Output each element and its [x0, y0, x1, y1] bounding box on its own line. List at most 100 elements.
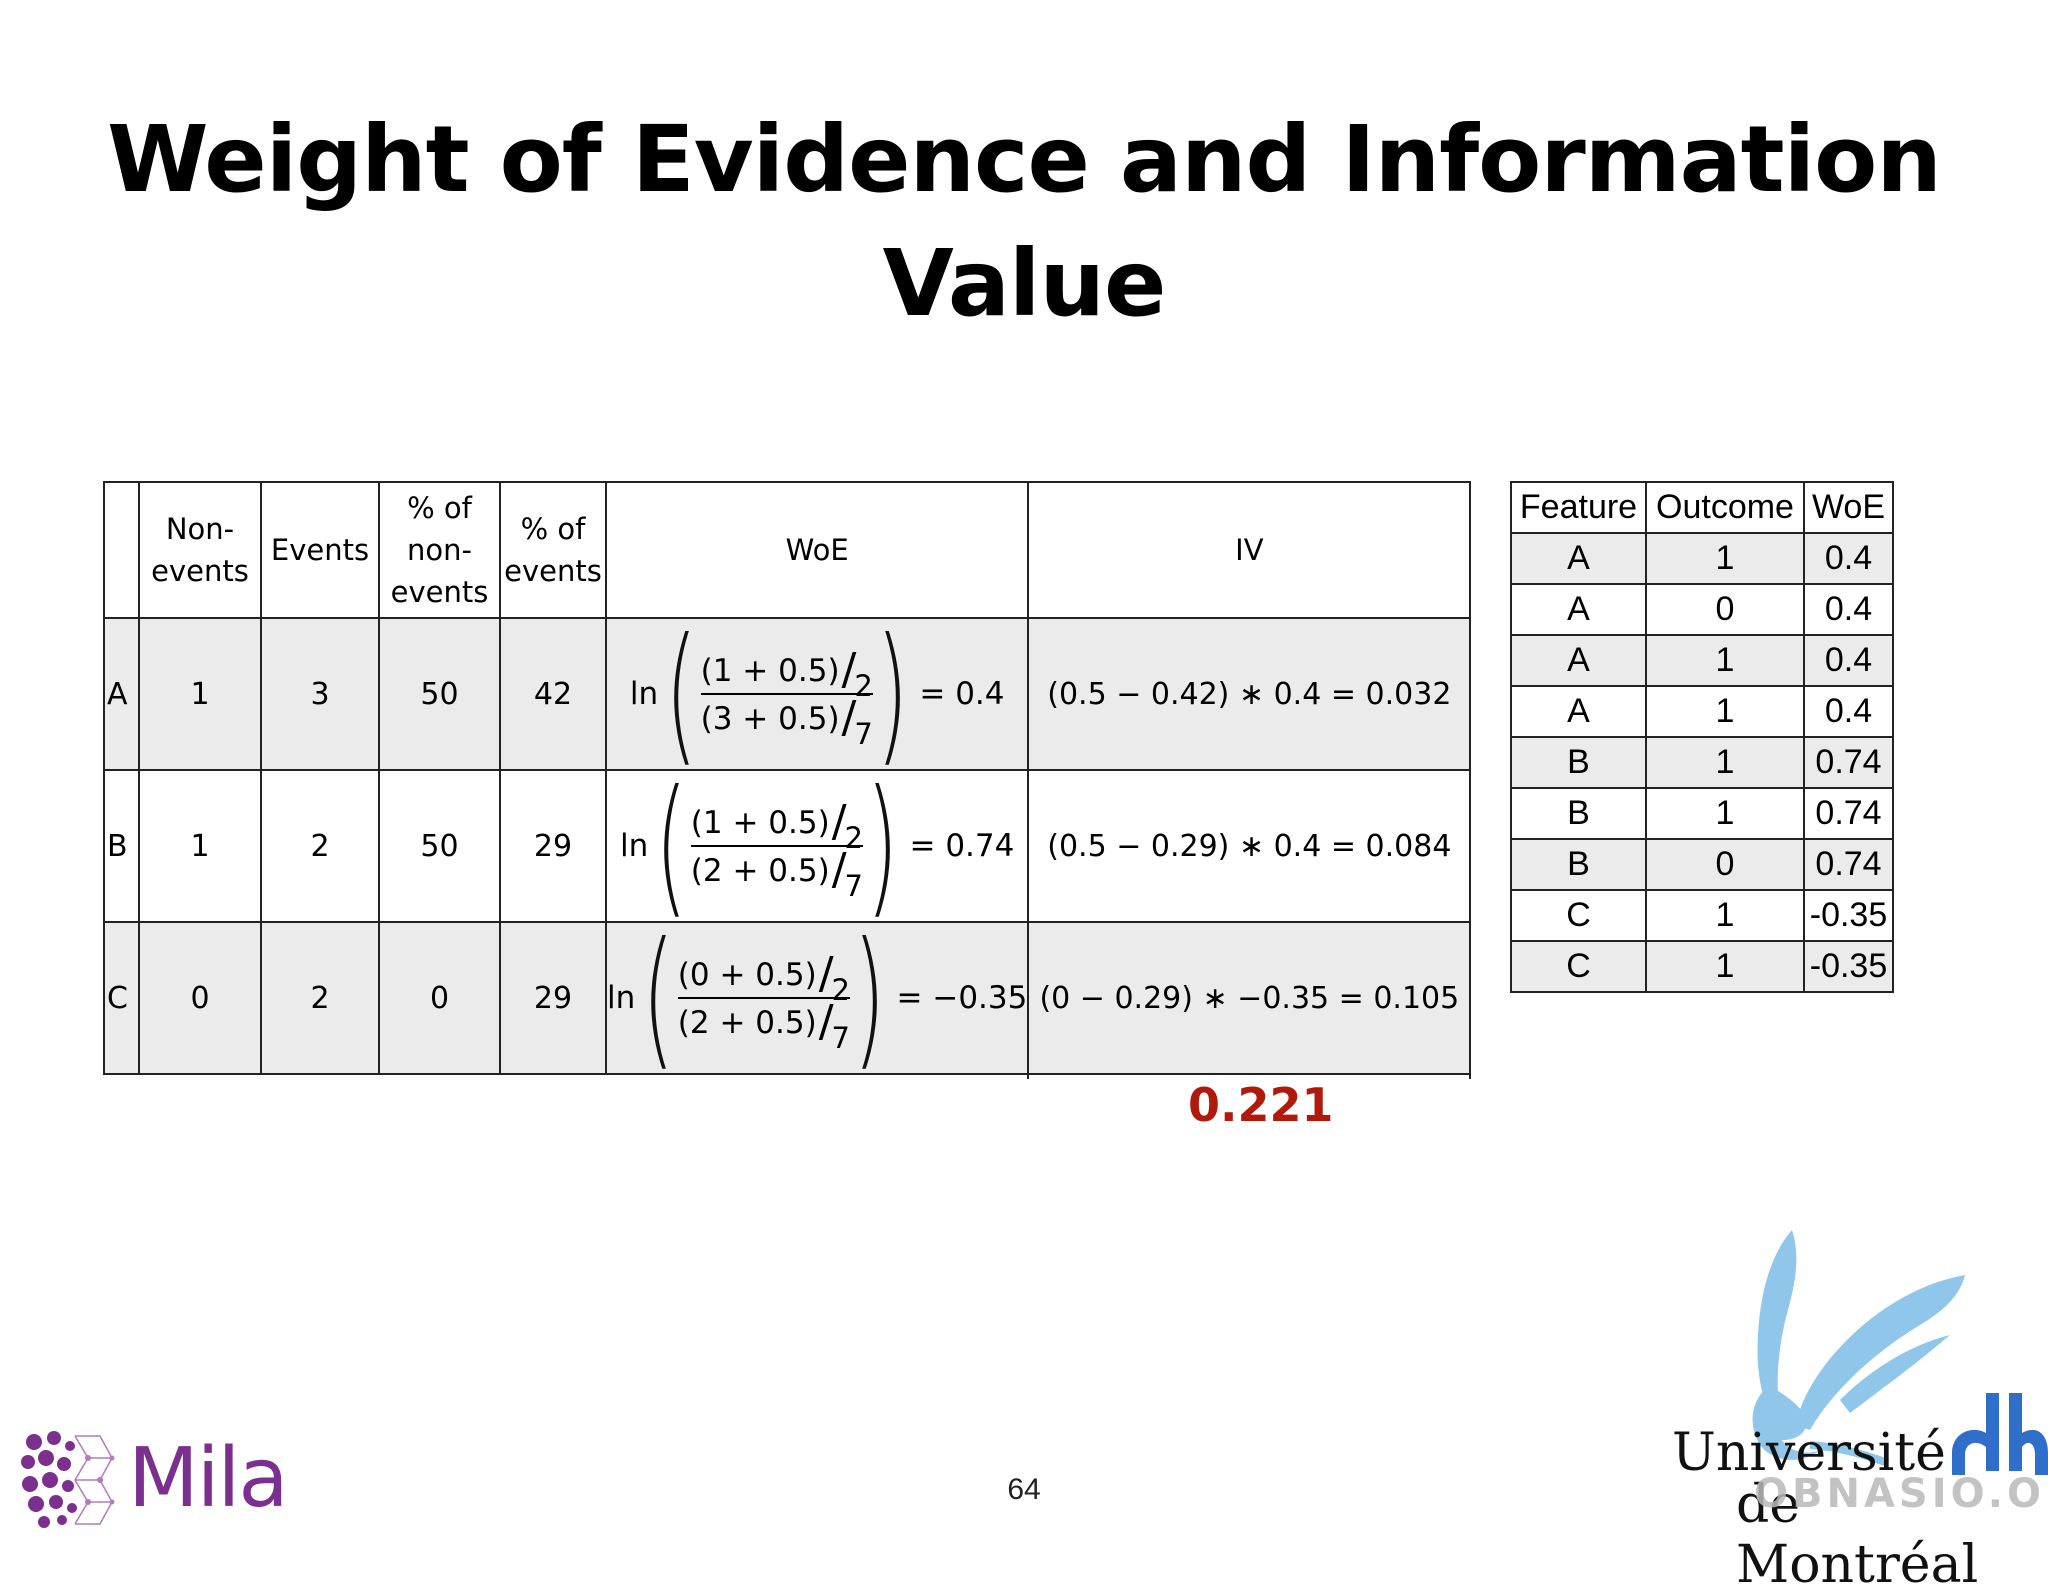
feature-table-cell: 0: [1645, 583, 1805, 636]
feature-table-cell: B: [1510, 787, 1647, 840]
feature-table-header-cell: WoE: [1803, 481, 1894, 534]
feature-table-cell: -0.35: [1803, 889, 1894, 942]
events-cell: 2: [260, 921, 380, 1075]
woe-table-tail: [104, 1074, 1472, 1079]
total-iv-value: 0.221: [1188, 1078, 1334, 1132]
mila-wordmark: Mila: [128, 1430, 289, 1526]
fraction-numerator: (0 + 0.5)/2: [677, 948, 850, 1008]
fraction-denominator: (2 + 0.5)/7: [690, 844, 863, 904]
feature-table-cell: 1: [1645, 685, 1805, 738]
feature-table-row: A 1 0.4: [1510, 532, 1894, 585]
woe-formula-cell: ln((0 + 0.5)/2 (2 + 0.5)/7) = −0.35: [604, 921, 1030, 1075]
woe-formula: ln((1 + 0.5)/2 (2 + 0.5)/7) = 0.74: [620, 771, 1014, 921]
slash-symbol: /: [818, 996, 834, 1047]
woe-table-header-cell: [103, 481, 140, 619]
feature-table-header-row: Feature Outcome WoE: [1510, 481, 1894, 534]
feature-table-cell: C: [1510, 940, 1647, 993]
row-label: B: [103, 769, 140, 923]
woe-result: = 0.4: [919, 676, 1005, 712]
ln-symbol: ln: [607, 980, 636, 1016]
slide-title: Weight of Evidence and Information Value: [0, 98, 2048, 346]
feature-table-row: A 1 0.4: [1510, 685, 1894, 738]
numerator-expr: (1 + 0.5): [690, 805, 830, 841]
feature-table-cell: 1: [1645, 787, 1805, 840]
fraction-bar: [690, 845, 863, 847]
denominator-divisor: 7: [854, 717, 873, 751]
left-paren-symbol: (: [665, 607, 698, 781]
right-paren-symbol: ): [875, 607, 909, 781]
feature-table-cell: 0.4: [1803, 685, 1894, 738]
denominator-expr: (2 + 0.5): [690, 853, 830, 889]
mila-logo: Mila: [20, 1428, 289, 1528]
events-cell: 2: [260, 769, 380, 923]
feature-table-cell: A: [1510, 532, 1647, 585]
feature-table-cell: 0.74: [1803, 838, 1894, 891]
pct-events-cell: 29: [499, 769, 607, 923]
feature-table-row: C 1 -0.35: [1510, 889, 1894, 942]
feature-table-cell: B: [1510, 736, 1647, 789]
woe-iv-table: Non- events Events% of non- events% of ev…: [103, 481, 1472, 1079]
left-paren-symbol: (: [655, 759, 688, 933]
fraction-numerator: (1 + 0.5)/2: [700, 644, 873, 704]
feature-table-row: B 1 0.74: [1510, 736, 1894, 789]
woe-formula-cell: ln((1 + 0.5)/2 (3 + 0.5)/7) = 0.4: [604, 607, 1030, 781]
pct-non-events-cell: 50: [378, 617, 501, 771]
numerator-expr: (0 + 0.5): [677, 957, 817, 993]
slash-symbol: /: [831, 844, 847, 895]
feature-table-cell: A: [1510, 685, 1647, 738]
woe-table-header-row: Non- events Events% of non- events% of ev…: [103, 481, 1472, 619]
woe-table-row: B 1 2 50 29 ln((1 + 0.5)/2 (2 + 0.5)/7) = 0.74(…: [103, 769, 1472, 923]
numerator-divisor: 2: [844, 821, 863, 855]
feature-table-cell: 1: [1645, 889, 1805, 942]
woe-formula: ln((0 + 0.5)/2 (2 + 0.5)/7) = −0.35: [607, 923, 1027, 1073]
feature-table-row: A 0 0.4: [1510, 583, 1894, 636]
slash-symbol: /: [818, 948, 834, 999]
denominator-expr: (3 + 0.5): [700, 701, 840, 737]
woe-table-header-cell: IV: [1027, 481, 1472, 619]
numerator-expr: (1 + 0.5): [700, 653, 840, 689]
feature-table-cell: 0.4: [1803, 634, 1894, 687]
woe-table-row: A 1 3 50 42 ln((1 + 0.5)/2 (3 + 0.5)/7) = 0.4 (0…: [103, 607, 1472, 781]
right-paren-symbol: ): [853, 911, 886, 1085]
woe-formula-cell: ln((1 + 0.5)/2 (2 + 0.5)/7) = 0.74: [604, 769, 1030, 923]
non-events-cell: 1: [138, 617, 262, 771]
feature-table-cell: 0.4: [1803, 532, 1894, 585]
feature-table-cell: B: [1510, 838, 1647, 891]
fraction-bar: [700, 693, 873, 695]
iv-formula-cell: (0.5 − 0.29) ∗ 0.4 = 0.084: [1027, 769, 1472, 923]
feature-table-cell: 0.74: [1803, 736, 1894, 789]
udem-bird-icon: [1752, 1230, 2048, 1475]
feature-table-row: A 1 0.4: [1510, 634, 1894, 687]
pct-non-events-cell: 50: [378, 769, 501, 923]
ln-symbol: ln: [619, 828, 649, 864]
slash-symbol: /: [831, 796, 847, 847]
feature-table-cell: 0.4: [1803, 583, 1894, 636]
fraction-bar: [677, 997, 850, 999]
left-paren-symbol: (: [642, 911, 675, 1085]
feature-table-row: B 1 0.74: [1510, 787, 1894, 840]
fraction-numerator: (1 + 0.5)/2: [690, 796, 863, 856]
slash-symbol: /: [841, 692, 857, 743]
row-label: A: [103, 617, 140, 771]
woe-table-header-cell: % of events: [499, 481, 607, 619]
events-cell: 3: [260, 617, 380, 771]
feature-woe-table: Feature Outcome WoE A 1 0.4 A 0 0.4 A 1 0.4 A 1 0.4 B 1 0…: [1510, 481, 1894, 993]
numerator-divisor: 2: [854, 669, 873, 703]
iv-formula-cell: (0.5 − 0.42) ∗ 0.4 = 0.032: [1027, 617, 1472, 771]
iv-formula-cell: (0 − 0.29) ∗ −0.35 = 0.105: [1027, 921, 1472, 1075]
feature-table-cell: C: [1510, 889, 1647, 942]
udem-wordmark-line1: Université: [1672, 1423, 1946, 1483]
woe-result: = −0.35: [896, 980, 1028, 1016]
denominator-divisor: 7: [844, 869, 863, 903]
woe-table-header-cell: WoE: [604, 481, 1030, 619]
woe-table-header-cell: % of non- events: [378, 481, 501, 619]
feature-table-header-cell: Outcome: [1645, 481, 1805, 534]
denominator-expr: (2 + 0.5): [677, 1005, 817, 1041]
watermark-text: OBNASIO.ORG: [1754, 1471, 2048, 1517]
pct-events-cell: 42: [499, 617, 607, 771]
udem-logo: Université de Montréal OBNASIO.ORG: [1660, 1225, 2048, 1595]
fraction-denominator: (3 + 0.5)/7: [700, 692, 873, 752]
slide-title-line2: Value: [882, 230, 1167, 337]
feature-table-cell: A: [1510, 583, 1647, 636]
slash-symbol: /: [841, 644, 857, 695]
